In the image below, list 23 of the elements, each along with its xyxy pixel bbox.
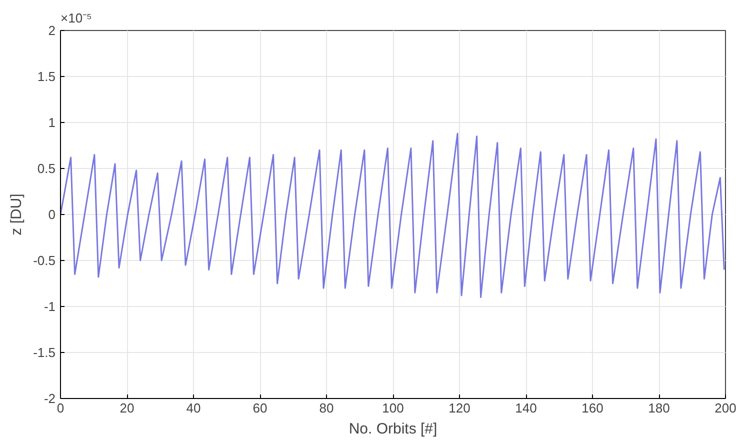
y-tick-label: -0.5 — [33, 253, 56, 268]
x-tick-label: 20 — [120, 400, 134, 416]
y-tick-label: -1.5 — [33, 345, 56, 360]
x-tick-label: 40 — [186, 400, 201, 416]
y-tick-label: 0.5 — [37, 161, 56, 176]
x-tick-label: 100 — [382, 400, 404, 416]
x-tick-label: 60 — [252, 400, 268, 416]
y-tick-label: 0 — [48, 207, 56, 222]
x-tick-label: 200 — [714, 400, 736, 416]
y-axis-title: z [DU] — [8, 194, 26, 236]
x-tick-label: 80 — [319, 400, 334, 416]
y-tick-label: -2 — [44, 391, 56, 406]
x-tick-label: 160 — [582, 400, 604, 416]
text: ×10⁻⁵ — [60, 10, 92, 26]
x-tick-label: 140 — [515, 400, 537, 416]
x-tick-label: 180 — [648, 400, 670, 416]
y-tick-label: 1 — [48, 115, 56, 130]
y-tick-label: 1.5 — [37, 69, 56, 84]
y-tick-label: -1 — [44, 299, 56, 314]
x-axis-title: No. Orbits [#] — [348, 420, 438, 438]
x-tick-label: 120 — [448, 400, 470, 416]
y-tick-label: 2 — [48, 23, 56, 38]
line-series — [60, 132, 725, 298]
